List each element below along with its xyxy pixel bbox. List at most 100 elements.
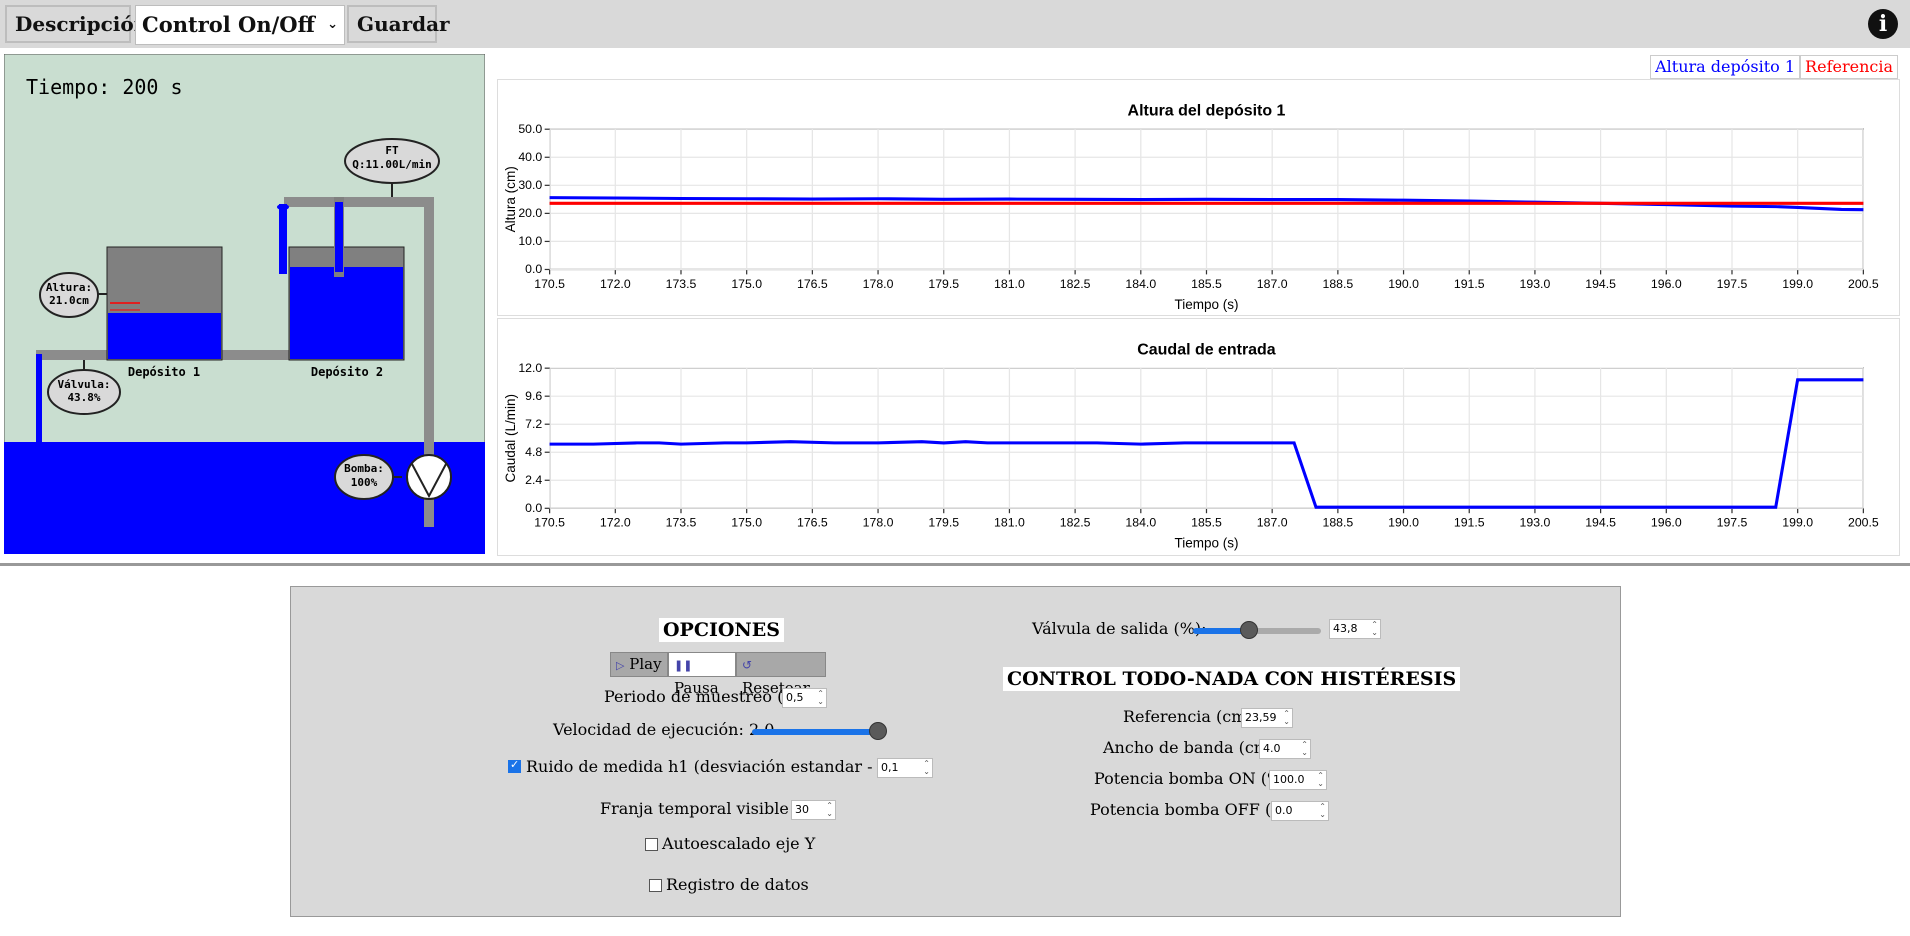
pipe-vertical-pump [424, 197, 434, 527]
x-tick-label: 172.0 [600, 277, 631, 291]
x-tick-label: 181.0 [994, 277, 1025, 291]
save-button[interactable]: Guardar [347, 5, 450, 43]
x-tick-label: 199.0 [1782, 277, 1813, 291]
window-label: Franja temporal visible (s) [600, 799, 815, 818]
stepper-icon[interactable]: ⌃ ⌄ [1317, 771, 1324, 788]
noise-checkbox[interactable] [508, 758, 521, 773]
pump-off-value: 0.0 [1275, 804, 1293, 817]
pause-label: Pausa [674, 679, 719, 697]
stepper-icon[interactable]: ⌃ ⌄ [1319, 802, 1326, 819]
x-tick-label: 196.0 [1651, 277, 1682, 291]
flow-transmitter-label: FT [385, 144, 399, 157]
x-tick-label: 173.5 [666, 516, 697, 530]
x-tick-label: 187.0 [1257, 277, 1288, 291]
valve-input[interactable]: 43,8 ⌃ ⌄ [1329, 619, 1381, 639]
pump-off-input[interactable]: 0.0 ⌃ ⌄ [1271, 801, 1329, 821]
reset-button[interactable]: ↺ Resetear [736, 652, 826, 697]
stepper-icon[interactable]: ⌃ ⌄ [1283, 709, 1290, 726]
x-tick-label: 182.5 [1060, 516, 1091, 530]
reset-icon: ↺ [742, 658, 753, 672]
x-tick-label: 184.0 [1125, 516, 1156, 530]
y-axis-label: Altura (cm) [503, 166, 518, 232]
pump-on-input[interactable]: 100.0 ⌃ ⌄ [1269, 770, 1327, 790]
reservoir-water [4, 442, 485, 554]
process-simulation: Tiempo: 200 s Depósito 1 Depósito 2 FT Q… [4, 54, 485, 554]
pump-indicator [334, 454, 394, 500]
sampling-input[interactable]: 0,5 ⌃ ⌄ [782, 688, 827, 708]
x-tick-label: 191.5 [1454, 516, 1485, 530]
autoscale-checkbox[interactable] [645, 838, 658, 851]
inflow-stream [279, 204, 287, 274]
window-input[interactable]: 30 ⌃ ⌄ [791, 800, 836, 820]
reference-label: Referencia (cm) [1123, 707, 1253, 726]
series-line-0 [549, 378, 1864, 509]
speed-slider-thumb[interactable] [869, 722, 887, 740]
x-tick-label: 193.0 [1520, 516, 1551, 530]
x-tick-label: 193.0 [1520, 277, 1551, 291]
x-tick-label: 178.0 [863, 516, 894, 530]
y-tick-label: 50.0 [518, 122, 542, 136]
sampling-value: 0,5 [786, 691, 804, 704]
info-icon[interactable]: i [1868, 9, 1898, 39]
speed-slider[interactable] [752, 722, 887, 740]
x-tick-label: 179.5 [928, 516, 959, 530]
tank-2-water [290, 267, 403, 359]
legend-series-height[interactable]: Altura depósito 1 [1650, 55, 1801, 79]
noise-label: Ruido de medida h1 (desviación estandar … [526, 757, 914, 776]
x-tick-label: 172.0 [600, 516, 631, 530]
reference-input[interactable]: 23,59 ⌃ ⌄ [1241, 708, 1293, 728]
valve-label: Válvula: [58, 378, 111, 391]
pause-button[interactable]: ❚❚ Pausa [668, 652, 736, 697]
x-tick-label: 182.5 [1060, 277, 1091, 291]
valve-slider[interactable] [1193, 621, 1321, 639]
play-button[interactable]: ▷ Play [610, 652, 668, 677]
stepper-icon[interactable]: ⌃ ⌄ [1301, 740, 1308, 757]
mode-select[interactable]: Control On/Off ⌄ [135, 5, 345, 45]
noise-value: 0,1 [881, 761, 899, 774]
series-line-0 [549, 196, 1864, 212]
stepper-icon[interactable]: ⌃ ⌄ [923, 759, 930, 776]
tank-2-label: Depósito 2 [311, 365, 383, 379]
x-axis-label: Tiempo (s) [1174, 536, 1238, 551]
legend-series-reference[interactable]: Referencia [1800, 55, 1898, 79]
stepper-icon[interactable]: ⌃ ⌄ [826, 801, 833, 818]
x-tick-label: 178.0 [863, 277, 894, 291]
x-tick-label: 175.0 [731, 516, 762, 530]
flow-chart-svg: Caudal de entrada 170.5 172.0 173.5 175.0 176… [503, 342, 1879, 551]
x-tick-label: 188.5 [1323, 277, 1354, 291]
data-log-checkbox[interactable] [649, 879, 662, 892]
x-tick-label: 196.0 [1651, 516, 1682, 530]
options-panel: OPCIONES ▷ Play ❚❚ Pausa ↺ Resetear Peri… [290, 586, 1621, 917]
pump-off-label: Potencia bomba OFF (%) [1090, 800, 1293, 819]
x-axis-label: Tiempo (s) [1174, 297, 1238, 312]
x-tick-label: 185.5 [1191, 516, 1222, 530]
band-input[interactable]: 4.0 ⌃ ⌄ [1259, 739, 1311, 759]
outlet-valve[interactable] [47, 369, 121, 415]
noise-input[interactable]: 0,1 ⌃ ⌄ [877, 758, 933, 778]
reference-value: 23,59 [1245, 711, 1277, 724]
play-icon: ▷ [616, 659, 625, 672]
pump-on-value: 100.0 [1273, 773, 1305, 786]
y-tick-label: 7.2 [525, 417, 542, 431]
options-title: OPCIONES [659, 618, 784, 642]
height-sensor [39, 272, 99, 318]
valve-value: 43.8% [67, 391, 100, 404]
y-tick-label: 0.0 [525, 262, 542, 276]
tank-1-label: Depósito 1 [128, 365, 200, 379]
top-toolbar: Descripción Control On/Off ⌄ Guardar i [0, 0, 1910, 48]
chevron-down-icon: ⌄ [327, 17, 338, 32]
play-label: Play [629, 655, 662, 673]
x-tick-label: 184.0 [1125, 277, 1156, 291]
band-label: Ancho de banda (cm) [1103, 738, 1276, 757]
stepper-icon[interactable]: ⌃ ⌄ [1371, 620, 1378, 637]
pipe-connecting-tanks [222, 350, 292, 360]
pipe-top [284, 197, 434, 207]
description-button[interactable]: Descripción [5, 5, 148, 43]
x-tick-label: 181.0 [994, 516, 1025, 530]
x-tick-label: 199.0 [1782, 516, 1813, 530]
y-axis-label: Caudal (L/min) [503, 394, 518, 483]
valve-slider-thumb[interactable] [1240, 621, 1259, 639]
chart-title: Altura del depósito 1 [1128, 103, 1286, 120]
x-tick-label: 173.5 [666, 277, 697, 291]
stepper-icon[interactable]: ⌃ ⌄ [817, 689, 824, 706]
